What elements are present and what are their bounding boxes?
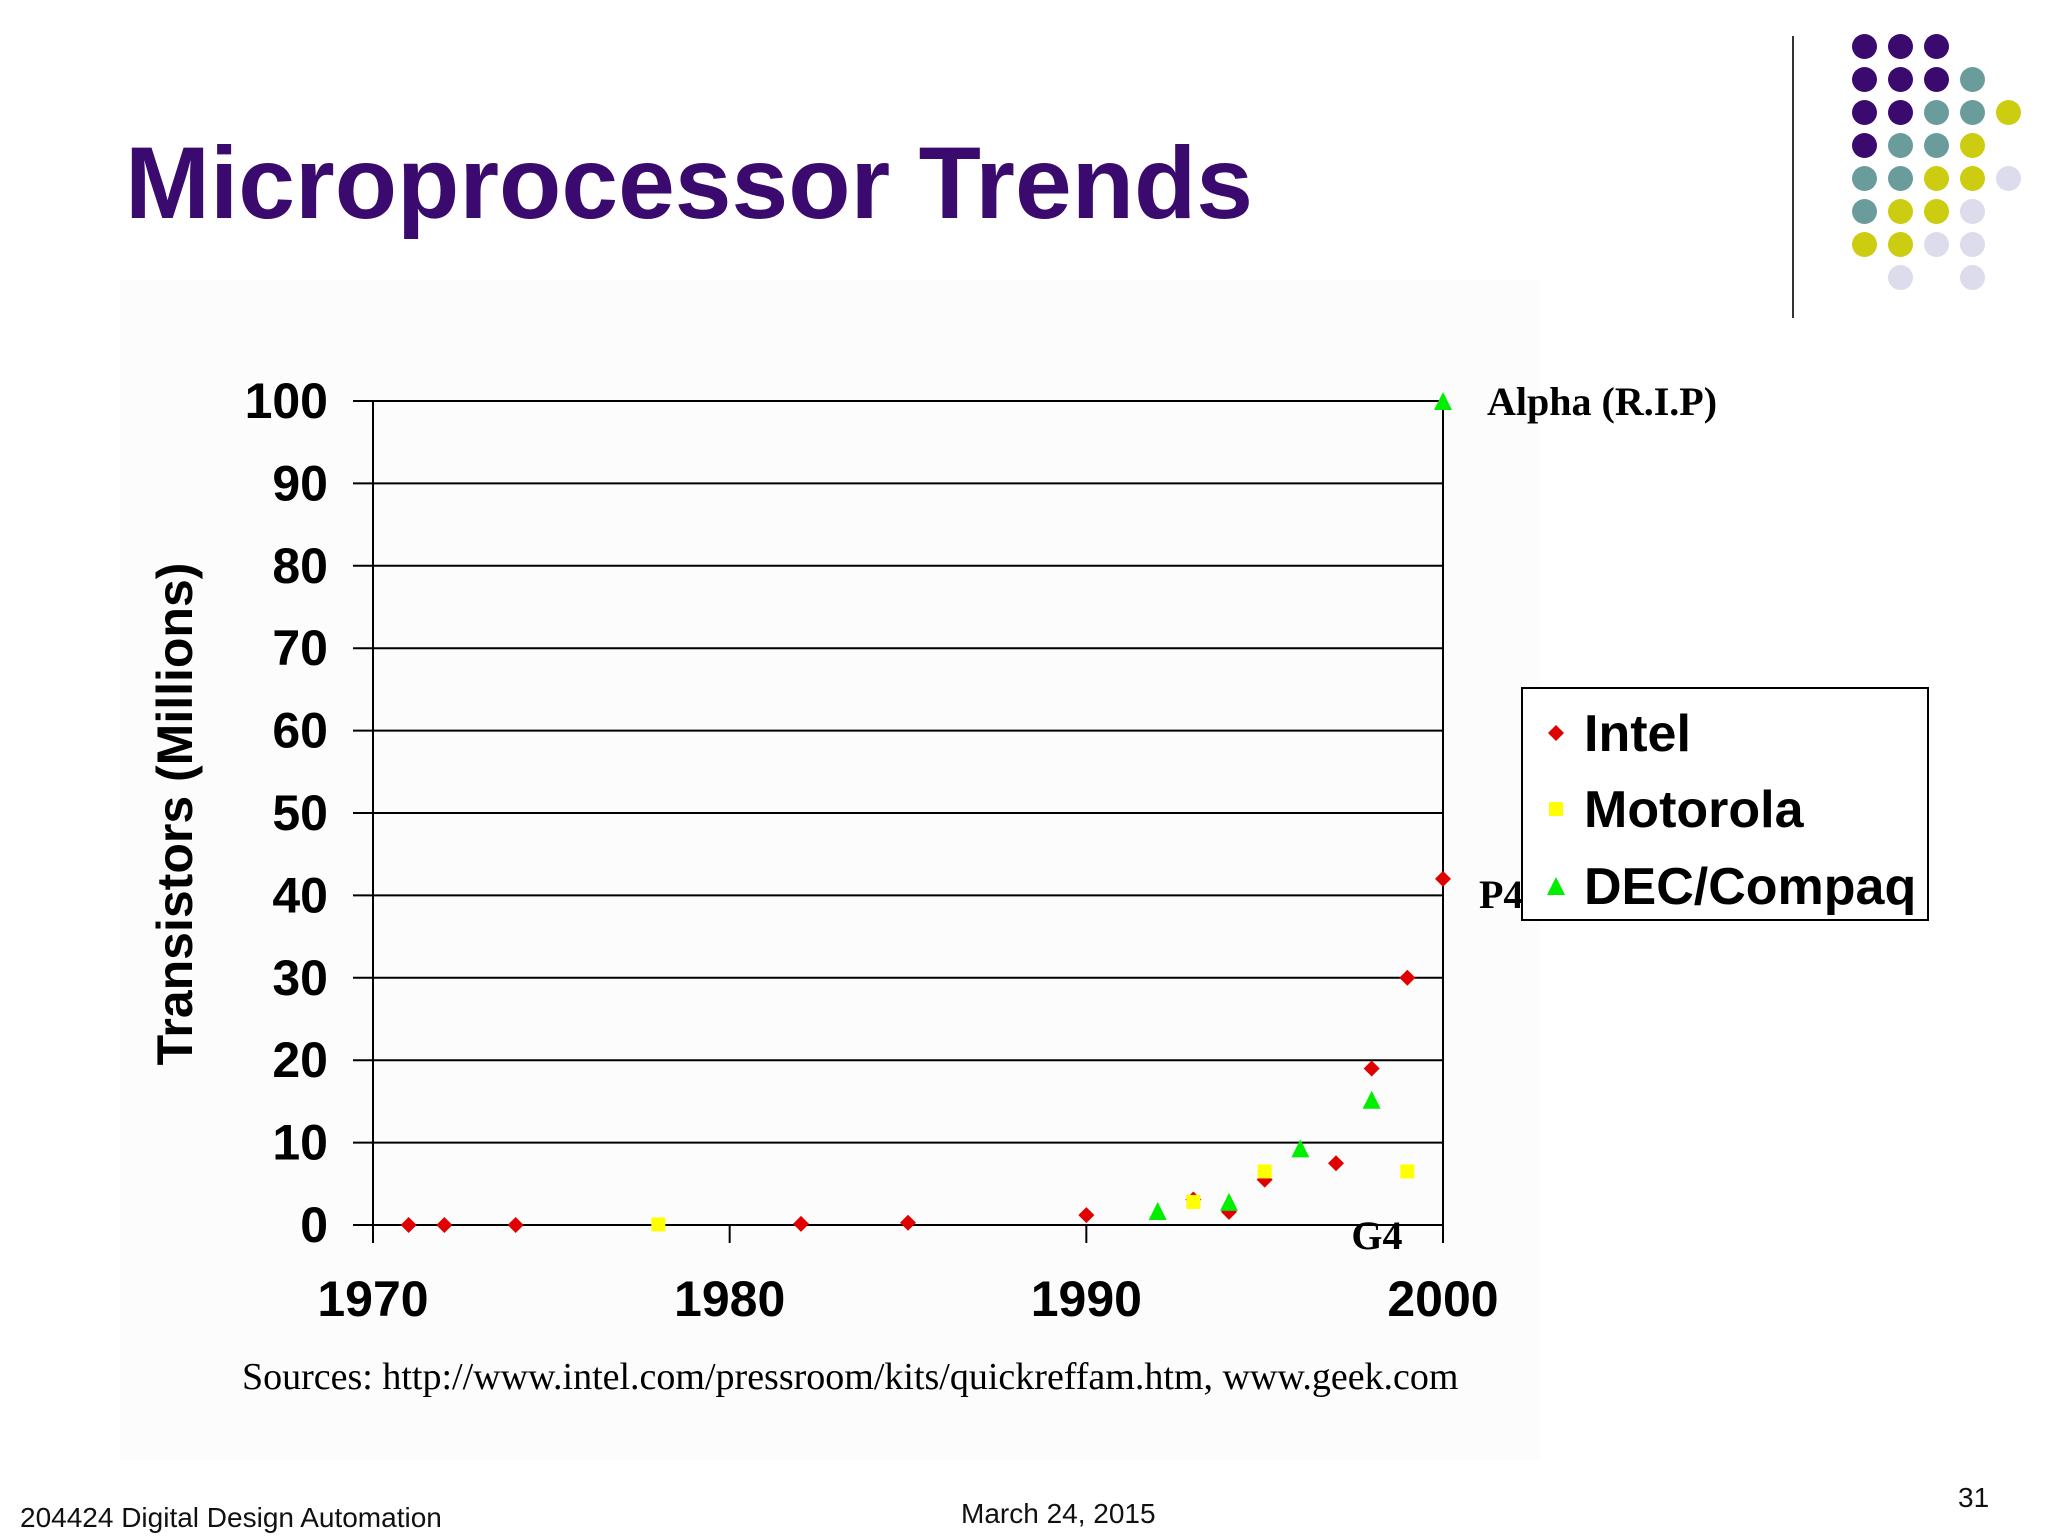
data-point-intel (1078, 1207, 1095, 1224)
decorative-dot (1996, 166, 2021, 191)
decorative-dot (1924, 199, 1949, 224)
decorative-dot (1888, 232, 1913, 257)
data-point-intel (400, 1216, 417, 1233)
y-tick-label: 70 (272, 620, 328, 676)
y-tick-label: 60 (272, 703, 328, 759)
data-point-dec-compaq (1362, 1090, 1381, 1109)
decorative-dot (1888, 67, 1913, 92)
decorative-dot (1852, 67, 1877, 92)
annotation-label: Alpha (R.I.P) (1487, 379, 1717, 424)
decorative-dot (1924, 232, 1949, 257)
annotation-label: P4 (1479, 872, 1523, 917)
decorative-dot (1852, 34, 1877, 59)
decorative-dot (1852, 133, 1877, 158)
decorative-dot (1924, 100, 1949, 125)
sources-citation: Sources: http://www.intel.com/pressroom/… (242, 1356, 1459, 1398)
legend-label: Motorola (1584, 781, 1805, 839)
decorative-dot (1852, 232, 1877, 257)
decorative-dot (1960, 199, 1985, 224)
y-tick-label: 10 (272, 1115, 328, 1171)
decorative-dot (1924, 133, 1949, 158)
data-point-motorola (1400, 1164, 1415, 1179)
decorative-dot (1960, 232, 1985, 257)
x-tick-label: 1990 (1031, 1271, 1142, 1327)
footer-course: 204424 Digital Design Automation (20, 1502, 442, 1533)
footer-date: March 24, 2015 (961, 1498, 1156, 1529)
data-point-motorola (651, 1217, 666, 1232)
y-tick-label: 30 (272, 950, 328, 1006)
decorative-dot (1960, 265, 1985, 290)
decorative-dot (1888, 199, 1913, 224)
data-point-intel (1363, 1060, 1380, 1077)
decorative-dot (1960, 67, 1985, 92)
decorative-dot (1852, 166, 1877, 191)
legend-label: DEC/Compaq (1584, 858, 1916, 916)
x-tick-label: 1970 (317, 1271, 428, 1327)
y-axis-title: Transistors (Millions) (147, 563, 203, 1066)
y-tick-label: 40 (272, 867, 328, 923)
y-tick-label: 90 (272, 455, 328, 511)
legend-marker (1549, 802, 1563, 816)
decorative-dot (1888, 100, 1913, 125)
y-tick-label: 100 (245, 373, 328, 429)
annotation-label: G4 (1351, 1213, 1402, 1258)
y-tick-label: 0 (300, 1197, 328, 1253)
decorative-dot (1924, 34, 1949, 59)
legend-label: Intel (1584, 705, 1691, 763)
decorative-dot (1852, 199, 1877, 224)
y-tick-label: 50 (272, 785, 328, 841)
y-tick-label: 80 (272, 538, 328, 594)
data-point-dec-compaq (1148, 1201, 1167, 1220)
decorative-dot (1960, 100, 1985, 125)
decorative-dot (1960, 133, 1985, 158)
legend-marker (1548, 725, 1564, 741)
data-point-intel (900, 1214, 916, 1231)
decorative-dot (1924, 67, 1949, 92)
decorative-dot (1852, 100, 1877, 125)
decorative-dot (1888, 133, 1913, 158)
data-point-dec-compaq (1434, 392, 1452, 410)
slide-title: Microprocessor Trends (125, 126, 1254, 240)
page-number: 31 (1958, 1482, 1990, 1513)
data-point-motorola (1257, 1164, 1272, 1179)
data-point-intel (1399, 969, 1416, 986)
x-tick-label: 1980 (674, 1271, 785, 1327)
data-point-intel (507, 1216, 524, 1233)
decorative-dot (1960, 166, 1985, 191)
data-point-intel (793, 1215, 809, 1232)
data-point-intel (436, 1216, 453, 1233)
data-point-dec-compaq (1220, 1192, 1238, 1211)
decorative-dot (1924, 166, 1949, 191)
decorative-dot (1888, 166, 1913, 191)
decorative-dot (1888, 265, 1913, 290)
data-point-intel (1435, 870, 1451, 887)
y-tick-label: 20 (272, 1032, 328, 1088)
data-point-intel (1328, 1155, 1344, 1172)
decorative-dot (1996, 100, 2021, 125)
chart-background (120, 280, 1540, 1460)
decorative-dot (1888, 34, 1913, 59)
data-point-motorola (1186, 1194, 1201, 1209)
legend-box (1521, 687, 1929, 921)
decorative-divider (1792, 36, 1794, 318)
legend-marker (1547, 877, 1565, 895)
data-point-dec-compaq (1291, 1139, 1310, 1158)
x-tick-label: 2000 (1387, 1271, 1498, 1327)
